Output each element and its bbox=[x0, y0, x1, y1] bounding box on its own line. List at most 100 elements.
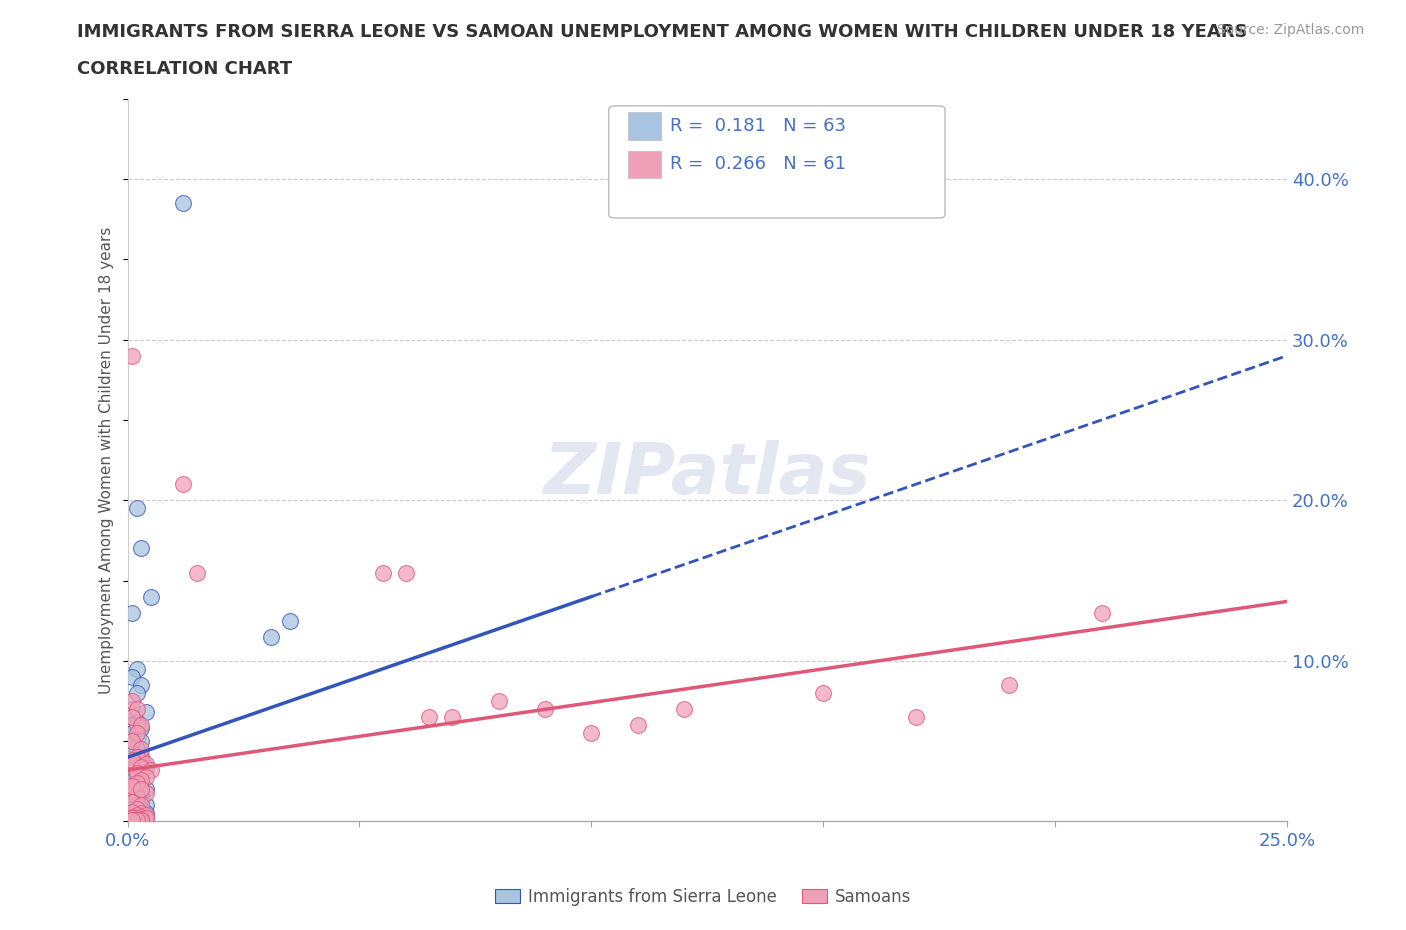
Point bbox=[1090, 605, 1112, 620]
Point bbox=[125, 661, 148, 676]
Point bbox=[131, 718, 153, 733]
Point bbox=[121, 774, 143, 789]
Point bbox=[121, 753, 143, 768]
Point bbox=[125, 778, 148, 793]
Point bbox=[125, 807, 148, 822]
Point bbox=[125, 801, 148, 816]
Point bbox=[125, 766, 148, 781]
Point bbox=[125, 701, 148, 716]
Point bbox=[135, 809, 157, 824]
Point bbox=[121, 782, 143, 797]
Point bbox=[121, 813, 143, 828]
Point bbox=[121, 813, 143, 828]
Point bbox=[121, 701, 143, 716]
Point bbox=[121, 801, 143, 816]
Point bbox=[673, 701, 696, 716]
Point bbox=[131, 806, 153, 821]
Point bbox=[121, 813, 143, 828]
Point bbox=[125, 742, 148, 757]
Point bbox=[131, 798, 153, 813]
Point bbox=[997, 678, 1019, 693]
Point bbox=[125, 501, 148, 516]
Point bbox=[131, 813, 153, 828]
Point bbox=[131, 750, 153, 764]
Point bbox=[131, 811, 153, 826]
Point bbox=[121, 813, 143, 828]
Point bbox=[125, 718, 148, 733]
Point bbox=[139, 590, 162, 604]
Bar bbox=[628, 113, 661, 140]
Point bbox=[121, 791, 143, 806]
Point bbox=[131, 774, 153, 789]
Point bbox=[125, 813, 148, 828]
Point bbox=[121, 811, 143, 826]
Text: ZIPatlas: ZIPatlas bbox=[544, 440, 870, 509]
Point bbox=[418, 710, 440, 724]
Point bbox=[121, 737, 143, 751]
Point bbox=[125, 714, 148, 729]
Point bbox=[125, 807, 148, 822]
Point bbox=[121, 670, 143, 684]
Point bbox=[125, 809, 148, 824]
Text: R =  0.266   N = 61: R = 0.266 N = 61 bbox=[671, 155, 846, 174]
Point bbox=[131, 721, 153, 736]
Point bbox=[121, 756, 143, 771]
Point bbox=[121, 758, 143, 773]
Point bbox=[135, 811, 157, 826]
Point bbox=[135, 806, 157, 821]
Text: Source: ZipAtlas.com: Source: ZipAtlas.com bbox=[1216, 23, 1364, 37]
Point bbox=[186, 565, 208, 580]
Point bbox=[395, 565, 418, 580]
Point bbox=[135, 760, 157, 775]
Point bbox=[135, 807, 157, 822]
Point bbox=[125, 813, 148, 828]
Point bbox=[131, 734, 153, 749]
Point bbox=[627, 718, 650, 733]
Point bbox=[131, 809, 153, 824]
Point bbox=[131, 795, 153, 810]
Point bbox=[278, 613, 301, 628]
Point bbox=[125, 766, 148, 781]
Text: IMMIGRANTS FROM SIERRA LEONE VS SAMOAN UNEMPLOYMENT AMONG WOMEN WITH CHILDREN UN: IMMIGRANTS FROM SIERRA LEONE VS SAMOAN U… bbox=[77, 23, 1249, 41]
Point bbox=[121, 718, 143, 733]
Point bbox=[131, 813, 153, 828]
Point bbox=[125, 811, 148, 826]
Point bbox=[121, 710, 143, 724]
Point bbox=[125, 776, 148, 790]
Point bbox=[125, 750, 148, 764]
Point bbox=[125, 731, 148, 746]
Point bbox=[121, 813, 143, 828]
Point bbox=[131, 809, 153, 824]
Y-axis label: Unemployment Among Women with Children Under 18 years: Unemployment Among Women with Children U… bbox=[100, 226, 114, 694]
Point bbox=[131, 742, 153, 757]
Point bbox=[121, 734, 143, 749]
Point bbox=[131, 785, 153, 800]
Point bbox=[135, 798, 157, 813]
Point bbox=[121, 807, 143, 822]
Point bbox=[121, 811, 143, 826]
Point bbox=[125, 804, 148, 819]
Legend: Immigrants from Sierra Leone, Samoans: Immigrants from Sierra Leone, Samoans bbox=[488, 881, 918, 912]
Point bbox=[371, 565, 394, 580]
Point bbox=[121, 778, 143, 793]
Point bbox=[135, 785, 157, 800]
Point bbox=[121, 813, 143, 828]
Point bbox=[121, 763, 143, 777]
Point bbox=[121, 348, 143, 363]
Point bbox=[135, 705, 157, 720]
Point bbox=[131, 806, 153, 821]
Point bbox=[135, 756, 157, 771]
Point bbox=[131, 766, 153, 781]
Point bbox=[125, 789, 148, 804]
Point bbox=[125, 813, 148, 828]
Bar bbox=[628, 151, 661, 179]
Point bbox=[581, 725, 603, 740]
Point bbox=[131, 813, 153, 828]
Point bbox=[121, 809, 143, 824]
Point bbox=[172, 477, 194, 492]
Point bbox=[135, 782, 157, 797]
Point bbox=[125, 685, 148, 700]
Point bbox=[125, 725, 148, 740]
Point bbox=[125, 753, 148, 768]
Point bbox=[131, 760, 153, 775]
